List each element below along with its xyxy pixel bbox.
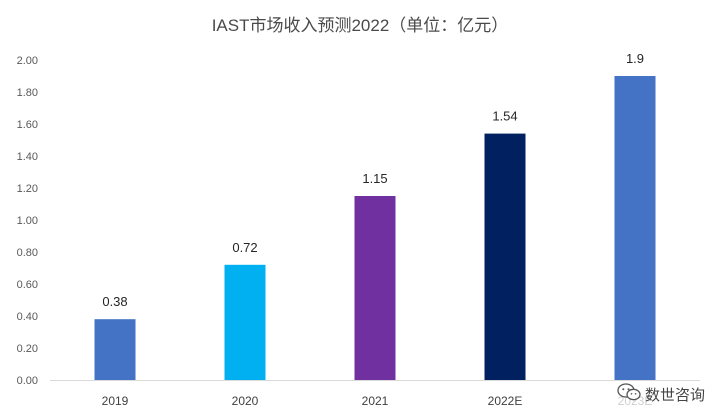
y-tick-label: 0.00 [17, 375, 38, 387]
y-tick-label: 1.00 [17, 215, 38, 227]
chart-title: IAST市场收入预测2022（单位：亿元） [212, 16, 509, 35]
data-label: 0.72 [232, 240, 257, 255]
x-tick-label: 2022E [488, 394, 523, 408]
x-tick-label: 2020 [232, 394, 259, 408]
y-tick-label: 1.60 [17, 119, 38, 131]
bar-2022E [484, 133, 526, 380]
watermark-text: 数世咨询 [644, 385, 705, 404]
bar-2023E [614, 76, 656, 380]
data-label: 1.15 [362, 171, 387, 186]
y-tick-label: 0.40 [17, 311, 38, 323]
data-label: 1.9 [626, 51, 644, 66]
y-tick-label: 0.20 [17, 343, 38, 355]
bar-2021 [354, 196, 396, 380]
data-label: 1.54 [492, 109, 517, 124]
x-tick-label: 2019 [102, 394, 129, 408]
y-tick-label: 1.80 [17, 87, 38, 99]
bar-2019 [94, 319, 136, 380]
y-tick-label: 0.60 [17, 279, 38, 291]
data-label: 0.38 [102, 294, 127, 309]
watermark: 数世咨询 [613, 382, 708, 406]
bar-2020 [224, 264, 266, 380]
y-tick-label: 1.40 [17, 151, 38, 163]
data-labels-group: 0.38 0.72 1.15 1.54 1.9 [102, 51, 644, 309]
y-tick-label: 2.00 [17, 55, 38, 67]
wechat-icon [617, 383, 641, 405]
x-axis-ticks: 2019202020212022E2023E [102, 394, 653, 408]
x-tick-label: 2021 [362, 394, 389, 408]
bars-group [94, 76, 656, 380]
y-tick-label: 0.80 [17, 247, 38, 259]
y-tick-label: 1.20 [17, 183, 38, 195]
y-axis-ticks: 0.00 0.20 0.40 0.60 0.80 1.00 1.20 1.40 1.60 1.80… [17, 55, 38, 387]
